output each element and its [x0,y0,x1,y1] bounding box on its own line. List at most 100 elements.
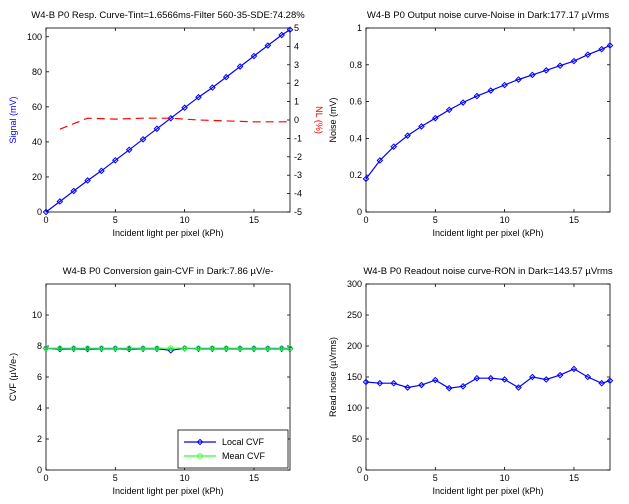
resp-series-0-point [264,42,272,49]
ron-x-tick-label: 0 [363,473,368,483]
ron-series-0-point [529,373,536,381]
resp-x-tick-label: 10 [180,215,190,225]
noise-series-0-point [542,67,550,74]
resp-y2-tick-label: -4 [294,189,302,199]
cvf-series-1-point [278,345,285,351]
noise-y-tick-label: 0.4 [349,133,362,143]
ron-y-axis-label: Read noise (µVrms) [328,337,338,417]
noise-series-0-point [432,114,439,122]
noise-series-0-point [570,57,578,65]
noise-series-0-point [418,123,425,130]
ron-y-tick-label: 100 [347,403,362,413]
cvf-y-tick-label: 6 [37,372,42,382]
noise-series-0-point [556,62,564,70]
cvf-series-1-point [112,345,119,351]
resp-y-tick-label: 40 [32,137,42,147]
ron-series-0-point [473,374,481,382]
resp-title: W4-B P0 Resp. Curve-Tint=1.6566ms-Filter… [31,10,305,21]
cvf-series-1-point [140,345,146,351]
noise-series-0-point [529,71,536,79]
ron-series-0-point [515,384,522,391]
cvf-x-axis-label: Incident light per pixel (kPh) [112,486,223,496]
noise-x-tick-label: 0 [363,215,368,225]
noise-y-tick-label: 0.2 [349,170,362,180]
resp-series-0-point [236,63,244,70]
cvf-series-1-point [223,345,230,351]
resp-series-0-point [181,104,188,112]
cvf-y-tick-label: 0 [37,465,42,475]
cvf-y-tick-label: 8 [37,341,42,351]
ron-series-0-point [501,376,508,383]
noise-plot-area [365,27,611,213]
ron-series-0-point [542,376,550,383]
cvf-x-tick-label: 5 [113,473,118,483]
resp-y-tick-label: 100 [27,32,42,42]
cvf-series-1-point [57,345,63,351]
noise-series-0-point [487,87,495,94]
ron-y-tick-label: 250 [347,310,362,320]
cvf-y-tick-label: 4 [37,403,42,413]
ron-series-0-point [404,384,411,391]
resp-y-tick-label: 60 [32,102,42,112]
resp-y2-tick-label: 5 [294,23,299,33]
noise-x-tick-label: 10 [500,215,510,225]
noise-series-0-point [515,76,522,83]
cvf-legend-swatch-marker [196,438,204,446]
resp-y2-axis-label: NL (%) [314,106,324,134]
noise-series-0-point [459,99,467,106]
resp-series-0-point [112,156,119,164]
cvf-series-1-point [98,345,105,351]
cvf-legend-box [177,429,289,469]
cvf-legend-entry: Local CVF [222,437,265,447]
noise-series-0-point [598,45,605,53]
ron-x-tick-label: 10 [500,473,510,483]
noise-title: W4-B P0 Output noise curve-Noise in Dark… [367,10,609,21]
resp-y2-tick-label: -5 [294,207,302,217]
cvf-y-tick-label: 2 [37,434,42,444]
noise-series-0-point [445,106,453,114]
cvf-series-1-point [209,345,216,351]
ron-y-tick-label: 300 [347,279,362,289]
ron-series-0-point [376,379,384,387]
resp-series-0-point [70,187,78,195]
cvf-x-tick-label: 0 [43,473,48,483]
cvf-series-1-point [195,345,202,351]
cvf-series-1-point [287,345,293,351]
resp-y2-tick-label: -2 [294,152,302,162]
noise-series-0-line [365,44,611,180]
resp-y2-tick-label: 4 [294,41,299,51]
resp-y2-tick-label: -1 [294,133,302,143]
noise-x-tick-label: 15 [569,215,579,225]
noise-series-0-point [404,132,411,139]
noise-y-tick-label: 0 [357,207,362,217]
noise-series-0-point [362,175,370,183]
resp-series-0-point [286,26,294,34]
resp-series-0-point [139,135,147,143]
ron-series-0-point [418,381,425,389]
noise-series-0-point [584,51,592,58]
resp-y-tick-label: 80 [32,67,42,77]
resp-y-tick-label: 0 [37,207,42,217]
resp-series-0-point [42,208,50,216]
cvf-series-1-point [181,345,188,351]
ron-series-0-point [598,379,605,387]
cvf-series-1-point [126,345,132,351]
ron-y-tick-label: 200 [347,341,362,351]
cvf-series-1-point [265,345,271,351]
cvf-legend-entry: Mean CVF [222,451,266,461]
resp-y2-tick-label: 2 [294,78,299,88]
ron-series-0-point [570,365,578,373]
cvf-series-1-point [167,345,174,351]
ron-title: W4-B P0 Readout noise curve-RON in Dark=… [363,266,613,277]
ron-series-0-point [390,379,398,387]
resp-y2-tick-label: 1 [294,97,299,107]
cvf-x-tick-label: 10 [180,473,190,483]
resp-y2-tick-label: 0 [294,115,299,125]
ron-plot-area [365,283,611,471]
resp-series-0-point [222,73,230,81]
resp-series-0-line [45,29,291,213]
noise-series-0-point [390,143,398,150]
noise-series-0-point [473,92,481,100]
resp-x-axis-label: Incident light per pixel (kPh) [112,228,223,238]
